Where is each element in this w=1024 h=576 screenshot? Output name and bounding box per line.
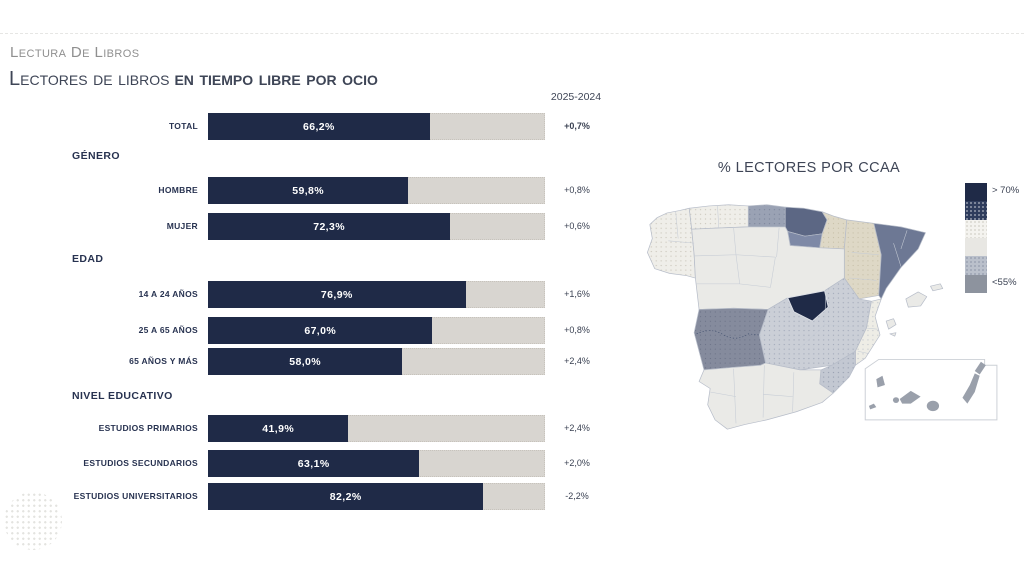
eyebrow-title: Lectura De Libros (10, 44, 140, 61)
bar-change-label: +0,6% (564, 221, 590, 231)
island-lanzarote (974, 361, 986, 375)
bar-fill: 66,2% (208, 113, 430, 140)
bar-value-label: 63,1% (297, 457, 330, 470)
bar-track: 41,9% (208, 415, 545, 442)
bar-fill: 58,0% (208, 348, 403, 375)
bar-row-label: ESTUDIOS SECUNDARIOS (83, 458, 198, 468)
section-header-genero: GÉNERO (72, 150, 120, 162)
region-extremadura (693, 307, 769, 371)
bar-value-label: 66,2% (302, 120, 335, 133)
bar-row-label: 25 A 65 AÑOS (138, 325, 198, 335)
region-baleares-mallorca (905, 291, 928, 308)
bar-change-label: +0,8% (564, 185, 590, 195)
bar-change-label: +2,4% (564, 356, 590, 366)
legend-bottom-label: <55% (992, 277, 1017, 288)
bar-row-universitarios: ESTUDIOS UNIVERSITARIOS 82,2% -2,2% (0, 483, 640, 510)
legend-swatch-2 (965, 201, 987, 220)
bar-track: 82,2% (208, 483, 545, 510)
bar-row-secundarios: ESTUDIOS SECUNDARIOS 63,1% +2,0% (0, 450, 640, 477)
legend-top-label: > 70% (992, 185, 1020, 196)
bar-row-mujer: MUJER 72,3% +0,6% (0, 213, 640, 240)
legend-swatch-5 (965, 256, 987, 275)
page-title-regular: Lectores de libros (9, 68, 170, 90)
bar-row-25-65: 25 A 65 AÑOS 67,0% +0,8% (0, 317, 640, 344)
bar-row-label: ESTUDIOS PRIMARIOS (98, 423, 198, 433)
legend-swatch-1 (965, 183, 987, 202)
region-cantabria (747, 204, 786, 228)
bar-row-hombre: HOMBRE 59,8% +0,8% (0, 177, 640, 204)
region-baleares-formentera (889, 332, 897, 337)
legend-swatch-4 (965, 237, 987, 257)
canary-islands-inset-box (864, 358, 998, 421)
page-title: Lectores de libros en tiempo libre por oc… (9, 68, 378, 91)
legend-swatch-3 (965, 219, 987, 238)
spain-choropleth-map (647, 204, 998, 430)
region-madrid (787, 290, 829, 322)
island-la-palma (876, 375, 885, 388)
bar-track: 76,9% (208, 281, 545, 308)
page-title-bold: en tiempo libre por ocio (174, 68, 378, 90)
comparison-period-label: 2025-2024 (550, 91, 602, 103)
island-fuerteventura (962, 373, 980, 404)
region-andalucia (698, 362, 834, 430)
bar-row-label: HOMBRE (158, 185, 198, 195)
section-header-nivel-educativo: NIVEL EDUCATIVO (72, 390, 173, 402)
bar-track: 58,0% (208, 348, 545, 375)
bar-fill: 41,9% (208, 415, 349, 442)
bar-row-total: TOTAL 66,2% +0,7% (0, 113, 640, 140)
bar-row-65-mas: 65 AÑOS Y MÁS 58,0% +2,4% (0, 348, 640, 375)
bar-fill: 72,3% (208, 213, 451, 240)
bar-value-label: 82,2% (329, 490, 362, 503)
map-title: % LECTORES POR CCAA (717, 160, 901, 176)
bar-change-label: +0,8% (564, 325, 590, 335)
region-pais-vasco (784, 206, 828, 237)
region-baleares-ibiza (885, 318, 897, 330)
bar-fill: 67,0% (208, 317, 433, 344)
bar-track: 59,8% (208, 177, 545, 204)
bar-fill: 63,1% (208, 450, 420, 477)
bar-value-label: 72,3% (313, 220, 345, 233)
bar-change-label: -2,2% (565, 491, 589, 501)
bar-row-primarios: ESTUDIOS PRIMARIOS 41,9% +2,4% (0, 415, 640, 442)
bar-row-label: MUJER (166, 221, 198, 231)
bar-change-label: +0,7% (564, 121, 590, 131)
legend-swatch-6 (965, 274, 987, 293)
bar-row-label: ESTUDIOS UNIVERSITARIOS (73, 491, 198, 501)
bar-track: 72,3% (208, 213, 545, 240)
bar-value-label: 58,0% (289, 355, 322, 368)
section-header-edad: EDAD (72, 253, 104, 265)
bar-track: 66,2% (208, 113, 545, 140)
bar-fill: 59,8% (208, 177, 409, 204)
bar-value-label: 76,9% (320, 288, 353, 301)
island-el-hierro (868, 403, 877, 410)
region-castilla-y-leon (691, 226, 845, 310)
island-gran-canaria (926, 400, 940, 412)
bar-track: 67,0% (208, 317, 545, 344)
bar-value-label: 67,0% (304, 324, 337, 337)
island-la-gomera (892, 397, 900, 404)
top-divider (0, 33, 1024, 34)
region-galicia (647, 207, 696, 279)
bar-value-label: 41,9% (262, 422, 295, 435)
region-cataluna (873, 223, 926, 300)
bar-track: 63,1% (208, 450, 545, 477)
island-tenerife (899, 390, 921, 404)
bar-row-label: TOTAL (168, 121, 198, 131)
bar-change-label: +2,4% (564, 423, 590, 433)
bar-change-label: +2,0% (564, 458, 590, 468)
bar-row-14-24: 14 A 24 AÑOS 76,9% +1,6% (0, 281, 640, 308)
region-comunitat-valenciana (855, 298, 882, 366)
province-borders (668, 205, 908, 424)
bar-fill: 76,9% (208, 281, 466, 308)
bar-change-label: +1,6% (564, 289, 590, 299)
region-baleares-menorca (930, 283, 944, 292)
bar-value-label: 59,8% (292, 184, 325, 197)
bar-fill: 82,2% (208, 483, 484, 510)
bar-row-label: 65 AÑOS Y MÁS (129, 356, 198, 366)
bar-row-label: 14 A 24 AÑOS (138, 289, 198, 299)
corner-dots-decoration (4, 492, 62, 550)
map-legend (965, 183, 987, 293)
